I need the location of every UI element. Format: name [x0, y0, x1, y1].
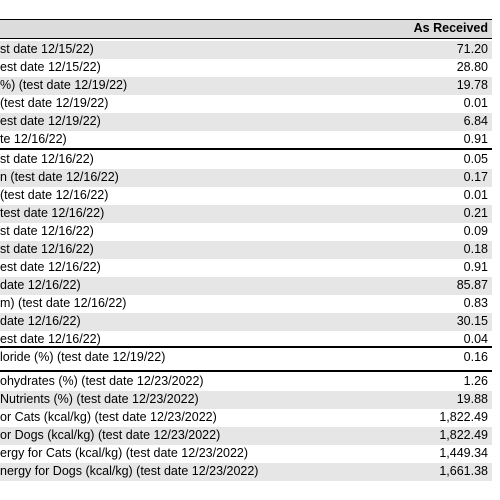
row-label: %) (test date 12/19/22)	[0, 78, 128, 92]
row-value: 19.88	[456, 392, 488, 406]
table-row: est date 12/15/22) 28.80	[0, 59, 492, 77]
table-row: st date 12/16/22) 0.18	[0, 241, 492, 259]
row-label: st date 12/16/22)	[0, 152, 94, 166]
row-value: 19.78	[456, 78, 488, 92]
row-label: est date 12/15/22)	[0, 60, 101, 74]
row-value: 0.01	[463, 96, 488, 110]
row-label: n (test date 12/16/22)	[0, 170, 119, 184]
as-received-column-header: As Received	[413, 21, 488, 35]
table-row: te 12/16/22) 0.91	[0, 131, 492, 149]
table-row: est date 12/16/22) 0.91	[0, 259, 492, 277]
table-row: st date 12/15/22) 71.20	[0, 41, 492, 59]
row-label: est date 12/16/22)	[0, 260, 101, 274]
section-divider	[0, 148, 492, 150]
row-value: 71.20	[456, 42, 488, 56]
table-row: Nutrients (%) (test date 12/23/2022) 19.8…	[0, 391, 492, 409]
table-row: (test date 12/19/22) 0.01	[0, 95, 492, 113]
row-value: 1,822.49	[439, 410, 488, 424]
table-row: loride (%) (test date 12/19/22) 0.16	[0, 349, 492, 367]
row-value: 0.05	[463, 152, 488, 166]
table-row: date 12/16/22) 85.87	[0, 277, 492, 295]
row-value: 1,822.49	[439, 428, 488, 442]
row-value: 28.80	[456, 60, 488, 74]
row-label: est date 12/16/22)	[0, 332, 101, 346]
row-value: 30.15	[456, 314, 488, 328]
row-value: 0.17	[463, 170, 488, 184]
section-divider	[0, 346, 492, 348]
row-value: 1,661.38	[439, 464, 488, 478]
row-label: or Dogs (kcal/kg) (test date 12/23/2022)	[0, 428, 221, 442]
table-row: test date 12/16/22) 0.21	[0, 205, 492, 223]
row-value: 1,449.34	[439, 446, 488, 460]
table-row: or Dogs (kcal/kg) (test date 12/23/2022)…	[0, 427, 492, 445]
table-row: (test date 12/16/22) 0.01	[0, 187, 492, 205]
row-value: 0.18	[463, 242, 488, 256]
row-value: 0.01	[463, 188, 488, 202]
table-header: As Received	[0, 19, 492, 39]
row-value: 0.91	[463, 260, 488, 274]
table-row: date 12/16/22) 30.15	[0, 313, 492, 331]
row-label: st date 12/15/22)	[0, 42, 94, 56]
row-label: (test date 12/19/22)	[0, 96, 109, 110]
row-label: te 12/16/22)	[0, 132, 67, 146]
row-label: or Cats (kcal/kg) (test date 12/23/2022)	[0, 410, 217, 424]
table-row: %) (test date 12/19/22) 19.78	[0, 77, 492, 95]
table-row: est date 12/16/22) 0.04	[0, 331, 492, 349]
row-value: 0.91	[463, 132, 488, 146]
row-label: m) (test date 12/16/22)	[0, 296, 127, 310]
section-divider	[0, 370, 492, 372]
row-value: 85.87	[456, 278, 488, 292]
row-value: 1.26	[463, 374, 488, 388]
table-row: m) (test date 12/16/22) 0.83	[0, 295, 492, 313]
table-row: or Cats (kcal/kg) (test date 12/23/2022)…	[0, 409, 492, 427]
row-label: st date 12/16/22)	[0, 242, 94, 256]
row-value: 0.04	[463, 332, 488, 346]
row-value: 0.16	[463, 350, 488, 364]
row-value: 0.09	[463, 224, 488, 238]
table-row: n (test date 12/16/22) 0.17	[0, 169, 492, 187]
table-row: est date 12/19/22) 6.84	[0, 113, 492, 131]
row-value: 0.21	[463, 206, 488, 220]
table-row: nergy for Dogs (kcal/kg) (test date 12/2…	[0, 463, 492, 481]
row-value: 6.84	[463, 114, 488, 128]
row-label: nergy for Dogs (kcal/kg) (test date 12/2…	[0, 464, 259, 478]
row-label: date 12/16/22)	[0, 314, 81, 328]
row-label: date 12/16/22)	[0, 278, 81, 292]
row-value: 0.83	[463, 296, 488, 310]
table-row: st date 12/16/22) 0.05	[0, 151, 492, 169]
row-label: Nutrients (%) (test date 12/23/2022)	[0, 392, 199, 406]
row-label: ohydrates (%) (test date 12/23/2022)	[0, 374, 204, 388]
row-label: test date 12/16/22)	[0, 206, 105, 220]
row-label: (test date 12/16/22)	[0, 188, 109, 202]
table-row: ohydrates (%) (test date 12/23/2022) 1.26	[0, 373, 492, 391]
row-label: loride (%) (test date 12/19/22)	[0, 350, 166, 364]
table-row: ergy for Cats (kcal/kg) (test date 12/23…	[0, 445, 492, 463]
table-row: st date 12/16/22) 0.09	[0, 223, 492, 241]
row-label: st date 12/16/22)	[0, 224, 94, 238]
row-label: est date 12/19/22)	[0, 114, 101, 128]
row-label: ergy for Cats (kcal/kg) (test date 12/23…	[0, 446, 249, 460]
